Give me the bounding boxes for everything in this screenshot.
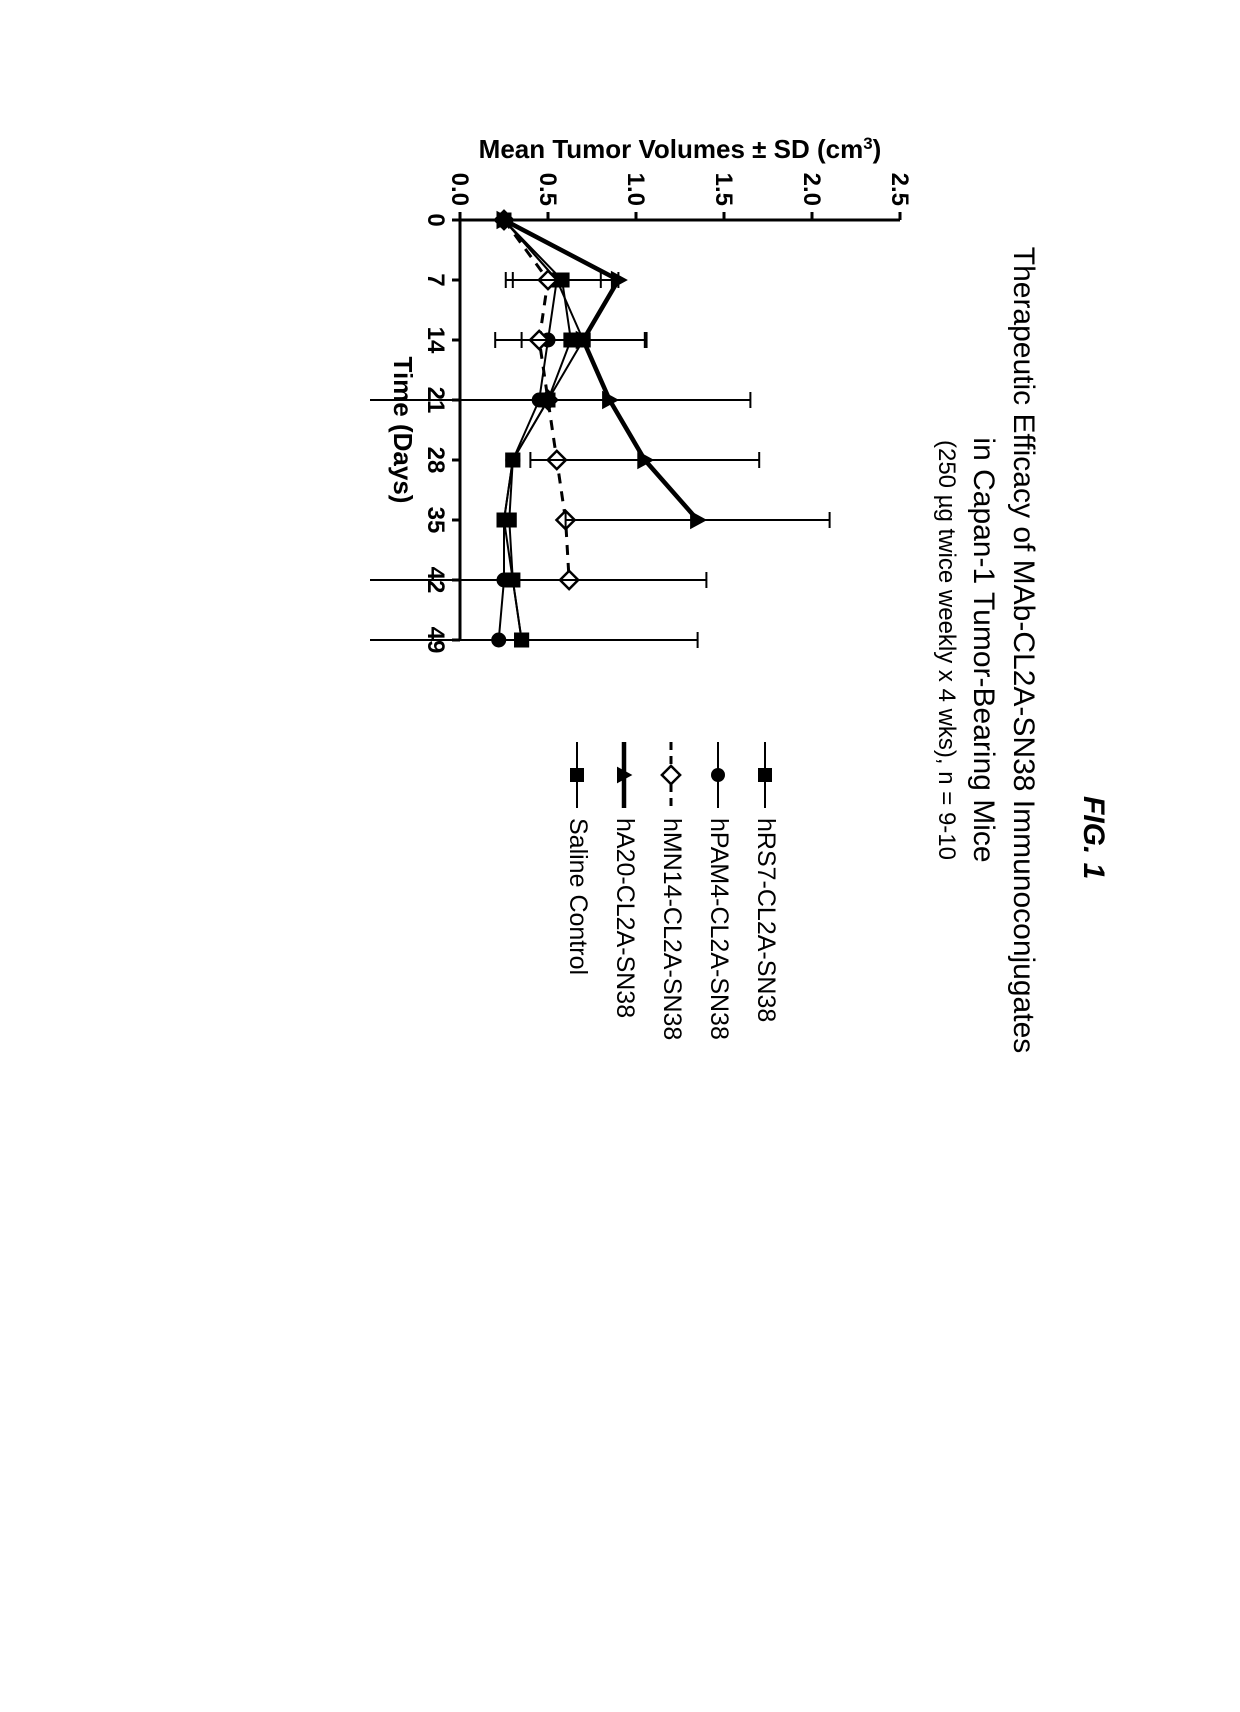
legend-item: hPAM4-CL2A-SN38 — [704, 740, 733, 1040]
chart-area: 0.00.51.01.52.02.507142128354249Time (Da… — [370, 130, 910, 690]
svg-text:35: 35 — [422, 507, 449, 534]
legend-label: hA20-CL2A-SN38 — [610, 818, 639, 1018]
svg-text:2.0: 2.0 — [798, 173, 825, 206]
svg-text:0: 0 — [422, 213, 449, 226]
legend-item: hRS7-CL2A-SN38 — [751, 740, 780, 1040]
title-suffix: twice weekly x 4 wks), n = 9-10 — [933, 522, 960, 860]
svg-text:1.5: 1.5 — [710, 173, 737, 206]
svg-text:28: 28 — [422, 447, 449, 474]
svg-text:Time (Days): Time (Days) — [388, 357, 418, 504]
title-line-1: Therapeutic Efficacy of MAb-CL2A-SN38 Im… — [1006, 210, 1040, 1090]
legend-label: Saline Control — [563, 818, 592, 975]
svg-text:Mean Tumor Volumes ± SD (cm3): Mean Tumor Volumes ± SD (cm3) — [479, 134, 882, 165]
title-prefix: (250 — [933, 440, 960, 495]
svg-text:0.0: 0.0 — [446, 173, 473, 206]
legend-item: Saline Control — [563, 740, 592, 1040]
svg-text:2.5: 2.5 — [886, 173, 910, 206]
legend-label: hMN14-CL2A-SN38 — [657, 818, 686, 1040]
legend: hRS7-CL2A-SN38 hPAM4-CL2A-SN38 hMN14-CL2A-… — [545, 740, 780, 1040]
title-line-3: (250 µg twice weekly x 4 wks), n = 9-10 — [932, 210, 960, 1090]
legend-label: hPAM4-CL2A-SN38 — [704, 818, 733, 1040]
chart-title: Therapeutic Efficacy of MAb-CL2A-SN38 Im… — [932, 210, 1040, 1090]
svg-text:14: 14 — [422, 327, 449, 354]
legend-item: hA20-CL2A-SN38 — [610, 740, 639, 1040]
legend-item: hMN14-CL2A-SN38 — [657, 740, 686, 1040]
svg-text:1.0: 1.0 — [622, 173, 649, 206]
title-line-2: in Capan-1 Tumor-Bearing Mice — [966, 210, 1000, 1090]
title-unit: µg — [933, 495, 960, 522]
chart-svg: 0.00.51.01.52.02.507142128354249Time (Da… — [370, 130, 910, 690]
svg-text:7: 7 — [422, 273, 449, 286]
svg-text:0.5: 0.5 — [534, 173, 561, 206]
figure-label: FIG. 1 — [1076, 796, 1110, 879]
legend-label: hRS7-CL2A-SN38 — [751, 818, 780, 1022]
